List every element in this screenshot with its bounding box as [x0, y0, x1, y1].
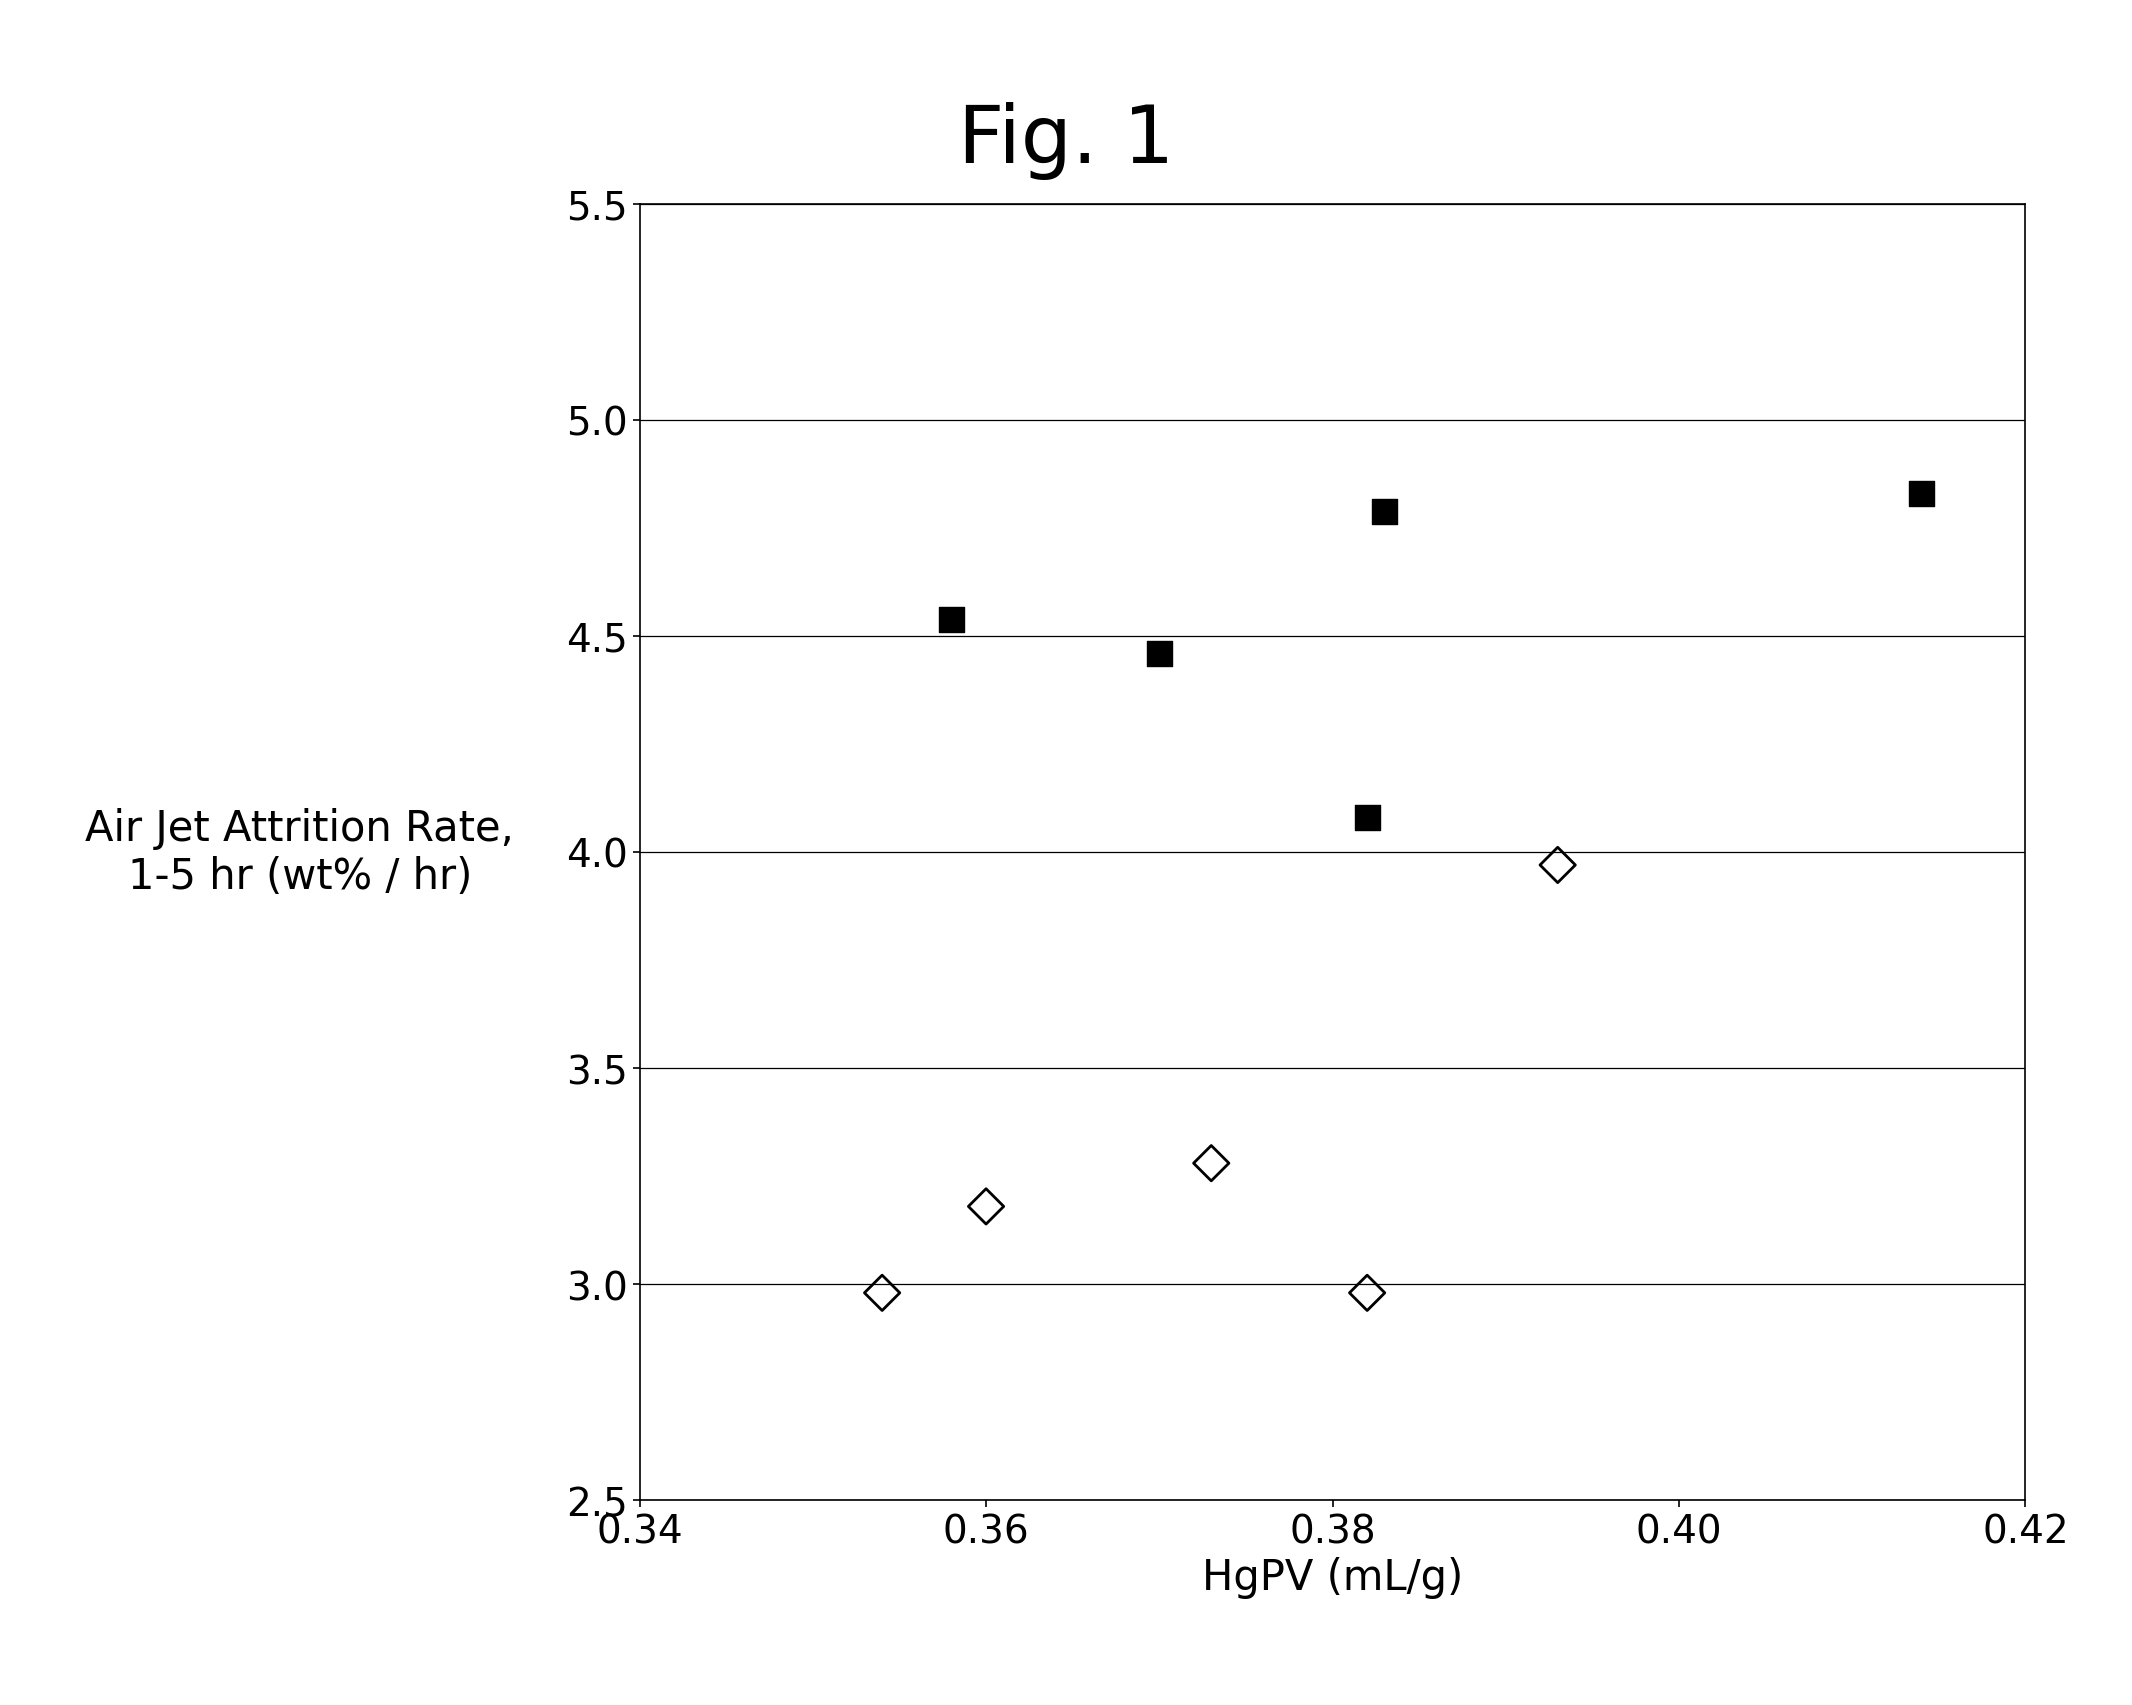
Point — [1143, 639, 1177, 667]
X-axis label: HgPV (mL/g): HgPV (mL/g) — [1202, 1555, 1463, 1598]
Point — [934, 605, 968, 633]
Text: Fig. 1: Fig. 1 — [957, 102, 1175, 181]
Point — [1904, 481, 1938, 508]
Point — [866, 1279, 900, 1306]
Point — [1367, 498, 1401, 525]
Text: Air Jet Attrition Rate,
1-5 hr (wt% / hr): Air Jet Attrition Rate, 1-5 hr (wt% / hr… — [85, 806, 514, 899]
Point — [1350, 1279, 1384, 1306]
Point — [970, 1194, 1004, 1221]
Point — [1194, 1149, 1228, 1176]
Point — [1350, 805, 1384, 832]
Point — [1541, 852, 1576, 880]
